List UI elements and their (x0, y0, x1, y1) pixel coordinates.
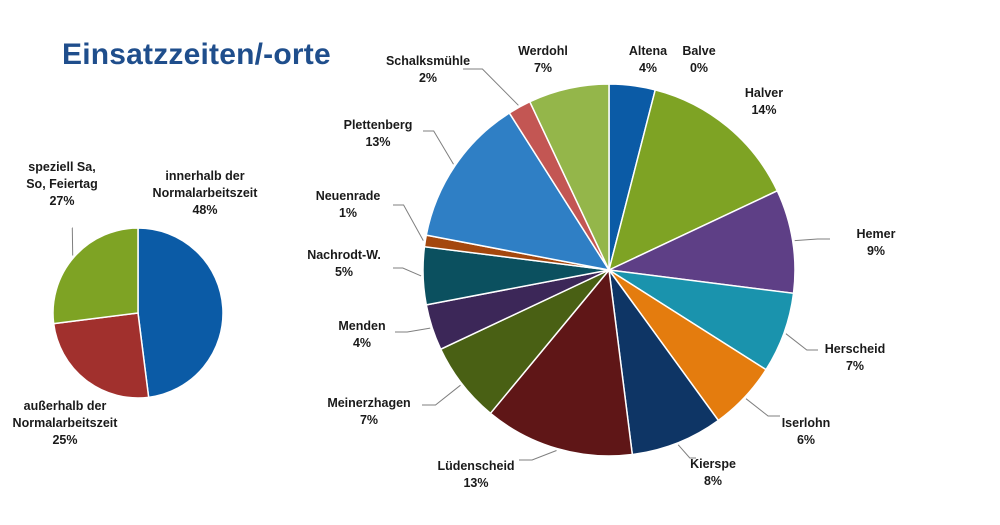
leader-line-meinerzhagen (422, 384, 461, 406)
slice-label-hemer: Hemer 9% (857, 227, 896, 258)
pie-slice-innerhalb-der-normalarbeitszeit (137, 227, 224, 399)
leader-line-schalksmuehle (463, 68, 519, 106)
leader-line-neuenrade (393, 204, 424, 241)
slice-label-werdohl: Werdohl 7% (518, 44, 568, 75)
leader-line-kierspe (677, 444, 696, 459)
slice-label-kierspe: Kierspe 8% (690, 457, 736, 488)
pie-slice-halver (607, 88, 779, 272)
pie-chart-einsatzzeiten: innerhalb der Normalarbeitszeit 48% außerha… (13, 160, 259, 447)
slice-label-herscheid: Herscheid 7% (825, 342, 885, 373)
slice-label-altena: Altena 4% (629, 44, 668, 75)
slice-label-iserlohn: Iserlohn 6% (782, 416, 831, 447)
slice-label-innerhalb-der-normalarbeitszeit: innerhalb der Normalarbeitszeit 48% (153, 169, 259, 217)
slice-label-meinerzhagen: Meinerzhagen 7% (327, 396, 410, 427)
chart-title: Einsatzzeiten/-orte (62, 38, 331, 71)
leader-line-plettenberg (423, 130, 454, 165)
pie-slice-werdohl (528, 83, 610, 271)
slice-label-nachrodt-w: Nachrodt-W. 5% (307, 248, 381, 279)
pie-slice-hemer (606, 189, 796, 295)
slice-label-neuenrade: Neuenrade 1% (316, 189, 381, 220)
slice-label-schalksmuehle: Schalksmühle 2% (386, 54, 470, 85)
leader-line-speziell-sa-so-feiertag (71, 227, 74, 256)
pie-slice-kierspe (608, 269, 720, 456)
pie-slice-speziell-sa-so-feiertag (52, 227, 139, 325)
slice-label-luedenscheid: Lüdenscheid 13% (437, 459, 514, 490)
leader-line-hemer (794, 238, 830, 242)
leader-line-herscheid (785, 333, 818, 351)
slice-label-speziell-sa-so-feiertag: speziell Sa, So, Feiertag 27% (26, 160, 98, 208)
slice-label-halver: Halver 14% (745, 86, 783, 117)
slice-label-plettenberg: Plettenberg 13% (344, 118, 413, 149)
leader-line-luedenscheid (519, 450, 557, 461)
pie-slice-ausserhalb-der-normalarbeitszeit (52, 312, 150, 399)
leader-line-menden (395, 327, 431, 333)
pie-chart-einsatzorte: Altena 4% Balve 0% Halver 14% Hemer 9% Herscheid… (307, 44, 895, 490)
leader-line-nachrodt-w (393, 267, 422, 277)
pie-slice-plettenberg (425, 111, 611, 272)
slice-label-ausserhalb-der-normalarbeitszeit: außerhalb der Normalarbeitszeit 25% (13, 399, 119, 447)
pie-slice-luedenscheid (489, 268, 634, 457)
slice-label-menden: Menden 4% (338, 319, 385, 350)
slice-label-balve: Balve 0% (682, 44, 715, 75)
leader-line-iserlohn (745, 398, 780, 417)
